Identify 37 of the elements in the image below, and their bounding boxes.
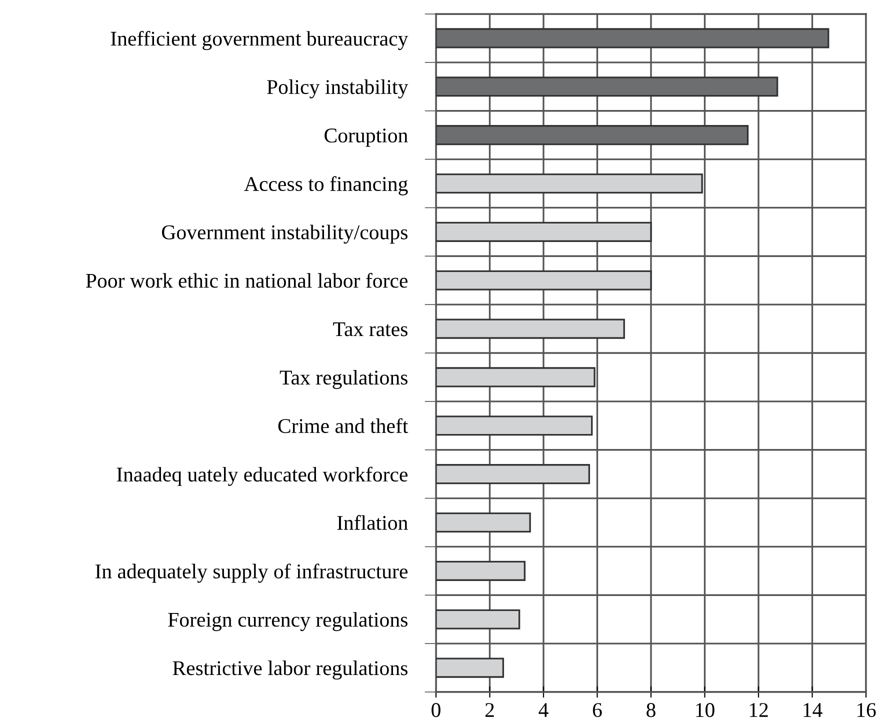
bar — [436, 416, 593, 436]
x-tick-label: 6 — [592, 703, 602, 718]
x-tick-label: 14 — [804, 703, 822, 717]
bar — [436, 609, 520, 630]
bar — [436, 367, 596, 388]
y-tick-label: Inefficient government bureaucracy — [110, 30, 408, 50]
bar — [436, 464, 590, 484]
x-tick-label: 10 — [696, 703, 714, 718]
y-tick-label: Foreign currency regulations — [168, 612, 408, 632]
x-tick-label: 2 — [485, 703, 494, 717]
bar — [436, 658, 504, 678]
y-tick-label: Government instability/coups — [162, 224, 408, 244]
x-tick-label: 16 — [857, 703, 876, 718]
y-tick-label: Crime and theft — [278, 418, 408, 434]
bar — [436, 222, 652, 242]
y-tick-label: Inflation — [337, 515, 408, 530]
x-tick-label: 4 — [538, 703, 548, 717]
bar — [436, 28, 830, 48]
y-tick-label: Policy instability — [267, 79, 408, 98]
y-tick-label: In adequately supply of infrastructure — [95, 564, 408, 583]
y-tick-label: Poor work ethic in national labor force — [86, 272, 408, 288]
y-tick-label: Restrictive labor regulations — [172, 660, 408, 680]
bar — [436, 173, 703, 194]
bar — [436, 270, 652, 290]
y-tick-label: Inaadeq uately educated workforce — [116, 466, 408, 486]
bar — [436, 560, 526, 581]
x-tick-label: 8 — [646, 703, 656, 718]
bar — [436, 512, 531, 533]
bar — [436, 125, 749, 146]
x-tick-label: 12 — [750, 703, 768, 717]
y-tick-label: Coruption — [324, 128, 408, 147]
bar — [436, 318, 625, 339]
y-tick-label: Access to financing — [244, 176, 408, 196]
bar — [436, 76, 778, 97]
x-tick-label: 0 — [432, 703, 440, 718]
y-tick-label: Tax regulations — [280, 370, 408, 389]
y-tick-label: Tax rates — [333, 322, 408, 336]
